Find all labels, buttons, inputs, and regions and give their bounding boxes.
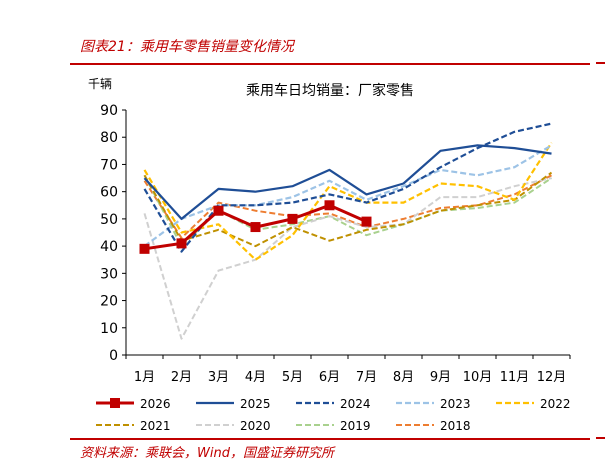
legend-item-2021: 2021	[96, 419, 171, 433]
y-tick-label: 70	[100, 157, 118, 173]
legend-item-2022: 2022	[496, 397, 571, 411]
data-point-2026	[139, 243, 150, 254]
x-tick-label: 5月	[282, 370, 303, 385]
bottom-rule-stub	[596, 437, 605, 439]
series-layer	[139, 122, 553, 340]
y-tick-label: 30	[100, 266, 118, 282]
legend-label: 2020	[240, 419, 271, 433]
x-tick-label: 8月	[393, 370, 414, 385]
legend-label: 2019	[340, 419, 371, 433]
x-tick-label: 11月	[500, 370, 530, 385]
data-point-2026	[287, 213, 298, 224]
y-tick-label: 10	[100, 321, 118, 337]
data-point-2026	[361, 216, 372, 227]
x-tick-label: 1月	[134, 370, 155, 385]
legend-item-2019: 2019	[296, 419, 371, 433]
x-tick-label: 9月	[430, 370, 451, 385]
chart-legend: 2026 2025 2024 2023 2022 2021 2020 2019 2018	[96, 397, 571, 433]
x-tick-label: 12月	[537, 370, 567, 385]
series-line-2021	[143, 171, 553, 248]
source-note: 资料来源：乘联会，Wind，国盛证券研究所	[80, 446, 334, 461]
series-line-2025	[143, 144, 552, 220]
legend-label: 2018	[440, 419, 471, 433]
legend-item-2020: 2020	[196, 419, 271, 433]
y-tick-label: 60	[100, 185, 118, 201]
y-tick-label: 0	[109, 348, 118, 364]
data-point-2026	[250, 222, 261, 233]
x-tick-label: 3月	[208, 370, 229, 385]
legend-label: 2021	[140, 419, 171, 433]
bottom-rule	[70, 438, 590, 440]
y-tick-label: 50	[100, 212, 118, 228]
legend-marker	[110, 398, 120, 408]
series-2023	[143, 144, 553, 247]
legend-item-2026: 2026	[96, 397, 171, 411]
legend-item-2018: 2018	[396, 419, 471, 433]
series-2026	[139, 200, 372, 254]
y-tick-label: 40	[100, 239, 118, 255]
x-tick-label: 10月	[463, 370, 493, 385]
legend-item-2024: 2024	[296, 397, 371, 411]
legend-label: 2024	[340, 397, 371, 411]
top-rule	[70, 63, 590, 65]
legend-item-2023: 2023	[396, 397, 471, 411]
x-tick-label: 6月	[319, 370, 340, 385]
y-tick-label: 80	[100, 130, 118, 146]
legend-label: 2022	[540, 397, 571, 411]
x-tick-label: 7月	[356, 370, 377, 385]
data-point-2026	[213, 205, 224, 216]
data-point-2026	[324, 200, 335, 211]
top-rule-stub	[596, 62, 605, 64]
series-line-2023	[143, 144, 553, 247]
series-2024	[143, 122, 552, 253]
figure-title: 图表21：乘用车零售销量变化情况	[80, 39, 294, 55]
legend-item-2025: 2025	[196, 397, 271, 411]
series-2021	[143, 171, 553, 248]
legend-label: 2026	[140, 397, 171, 411]
x-tick-label: 2月	[171, 370, 192, 385]
chart-title: 乘用车日均销量：厂家零售	[246, 82, 414, 99]
legend-label: 2025	[240, 397, 271, 411]
y-tick-label: 20	[100, 294, 118, 310]
x-tick-label: 4月	[245, 370, 266, 385]
series-line-2022	[143, 142, 553, 261]
chart-axes: 0 10 20 30 40 50 60 70 80 90 1月 2月 3月 4月 5月 6月 7月 8月 9月 10月…	[100, 103, 571, 385]
series-2025	[143, 144, 552, 220]
series-line-2018	[143, 174, 552, 239]
y-axis-unit-label: 千辆	[88, 77, 112, 91]
data-point-2026	[176, 238, 187, 249]
legend-label: 2023	[440, 397, 471, 411]
series-line-2024	[143, 122, 552, 253]
series-line-2020	[143, 177, 552, 340]
y-tick-label: 90	[100, 103, 118, 119]
